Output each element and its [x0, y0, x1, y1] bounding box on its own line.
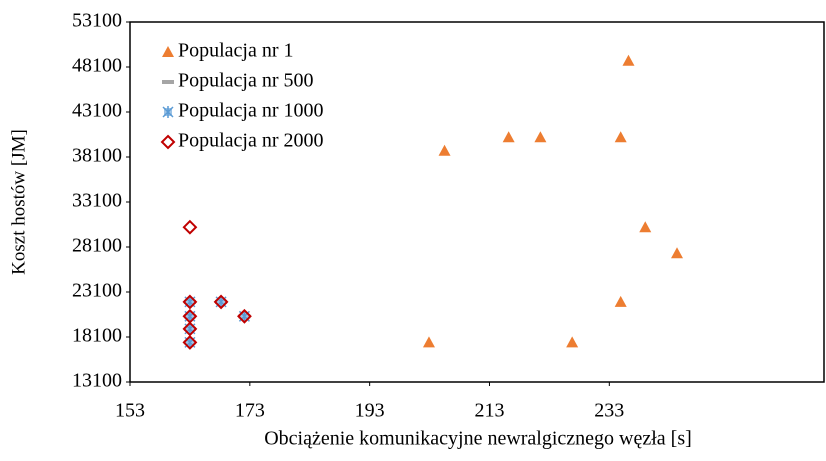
y-tick-label: 13100 [72, 370, 122, 392]
y-tick-label: 33100 [72, 190, 122, 212]
point [182, 334, 198, 350]
point [182, 219, 198, 235]
y-tick-label: 23100 [72, 280, 122, 302]
triangle [422, 336, 435, 348]
y-tick-label: 43100 [72, 100, 122, 122]
y-axis-title: Koszt hostów [JM] [8, 129, 29, 275]
point [182, 321, 198, 337]
x-axis-title: Obciążenie komunikacyjne newralgicznego … [264, 428, 692, 450]
triangle [614, 295, 627, 307]
point [639, 221, 652, 233]
x-tick-label: 173 [235, 400, 265, 422]
triangle [622, 54, 635, 66]
point [566, 336, 579, 348]
y-tick-label: 28100 [72, 235, 122, 257]
diamond [237, 308, 252, 324]
triangle [162, 46, 174, 57]
legend-label: Populacja nr 500 [178, 70, 314, 92]
y-tick-label: 18100 [72, 325, 122, 347]
asterisk [162, 106, 174, 118]
triangle [671, 247, 684, 259]
point [184, 295, 196, 308]
point [184, 322, 196, 335]
point [215, 295, 227, 308]
diamond [213, 294, 229, 310]
point [671, 247, 684, 259]
point [182, 294, 198, 310]
legend-label: Populacja nr 1 [178, 40, 294, 62]
triangle [566, 336, 579, 348]
point [213, 294, 229, 310]
legend-label: Populacja nr 2000 [178, 130, 324, 152]
point [184, 336, 196, 349]
triangle [639, 221, 652, 233]
point [438, 144, 451, 156]
point [622, 54, 635, 66]
point [184, 310, 196, 323]
triangle [614, 131, 627, 143]
x-tick-label: 193 [355, 400, 385, 422]
point [237, 308, 252, 324]
y-tick-label: 53100 [72, 10, 122, 32]
diamond [160, 134, 176, 150]
point [614, 295, 627, 307]
x-tick-label: 153 [115, 400, 145, 422]
diamond [182, 334, 198, 350]
diamond [182, 219, 198, 235]
legend-marker [162, 106, 174, 118]
legend-marker [160, 134, 176, 150]
triangle [502, 131, 515, 143]
x-tick-label: 233 [594, 400, 624, 422]
y-tick-label: 38100 [72, 145, 122, 167]
legend-label: Populacja nr 1000 [178, 100, 324, 122]
legend-marker [162, 46, 174, 57]
point [238, 310, 250, 323]
point [502, 131, 515, 143]
triangle [438, 144, 451, 156]
triangle [534, 131, 547, 143]
point [422, 336, 435, 348]
y-tick-label: 48100 [72, 55, 122, 77]
diamond [182, 294, 198, 310]
point [534, 131, 547, 143]
diamond [182, 321, 198, 337]
point [614, 131, 627, 143]
x-tick-label: 213 [474, 400, 504, 422]
